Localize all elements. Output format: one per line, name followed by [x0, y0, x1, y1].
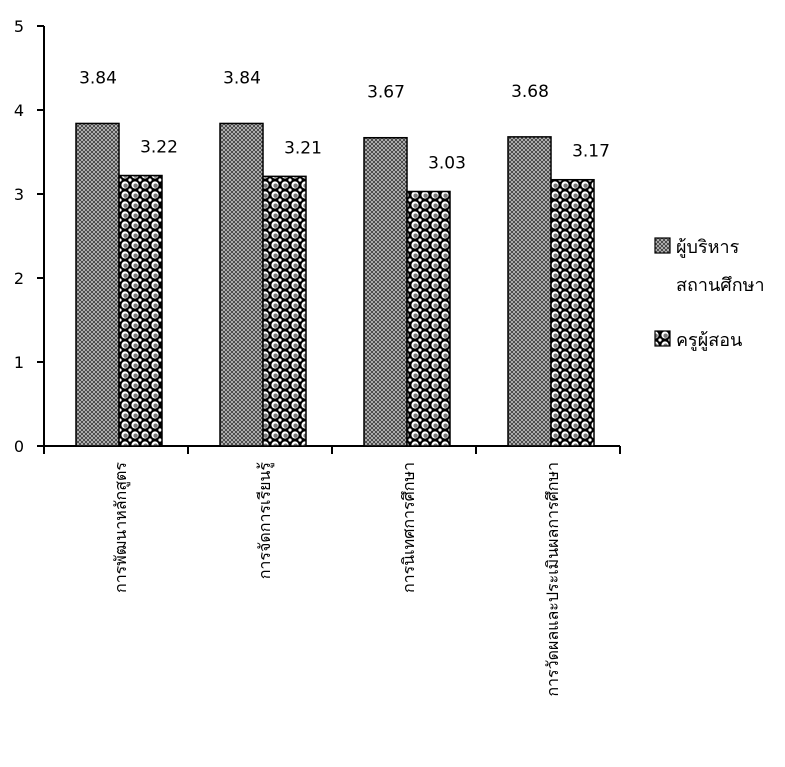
- bar-series1: [507, 136, 552, 447]
- bar-series1: [363, 136, 408, 447]
- data-label: 3.03: [428, 153, 466, 173]
- y-tick-label: 1: [14, 353, 24, 372]
- y-axis: 0 1 2 3 4 5: [14, 17, 45, 456]
- y-tick-label: 5: [14, 17, 24, 36]
- category-label: การพัฒนาหลักสูตร: [111, 462, 131, 593]
- bars: [75, 122, 595, 447]
- data-labels: 3.84 3.84 3.67 3.68 3.22 3.21 3.03 3.17: [79, 68, 610, 173]
- legend-label: ครูผู้สอน: [676, 330, 742, 351]
- data-label: 3.17: [572, 142, 610, 162]
- x-axis: [43, 445, 621, 454]
- y-tick-label: 2: [14, 269, 24, 288]
- legend-label: ผู้บริหาร: [676, 237, 740, 258]
- bar-series1: [219, 122, 264, 447]
- y-tick-label: 4: [14, 101, 24, 120]
- category-labels: การพัฒนาหลักสูตร การจัดการเรียนรู้ การนิเท…: [111, 462, 562, 697]
- data-label: 3.68: [511, 82, 549, 102]
- legend-label: สถานศึกษา: [676, 275, 765, 296]
- y-tick-label: 0: [14, 437, 24, 456]
- bar-series2: [118, 174, 163, 447]
- bar-series2: [406, 190, 451, 447]
- data-label: 3.67: [367, 83, 405, 103]
- data-label: 3.21: [284, 138, 322, 158]
- bar-series2: [550, 178, 595, 447]
- bar-series1: [75, 122, 120, 447]
- category-label: การจัดการเรียนรู้: [255, 462, 275, 580]
- bar-series2: [262, 175, 307, 447]
- legend-swatch: [654, 237, 671, 254]
- category-label: การนิเทศการศึกษา: [399, 462, 418, 593]
- category-label: การวัดผลและประเมินผลการศึกษา: [543, 462, 562, 697]
- data-label: 3.84: [79, 68, 117, 88]
- data-label: 3.22: [140, 138, 178, 158]
- legend-swatch: [654, 330, 671, 347]
- data-label: 3.84: [223, 68, 261, 88]
- y-tick-label: 3: [14, 185, 24, 204]
